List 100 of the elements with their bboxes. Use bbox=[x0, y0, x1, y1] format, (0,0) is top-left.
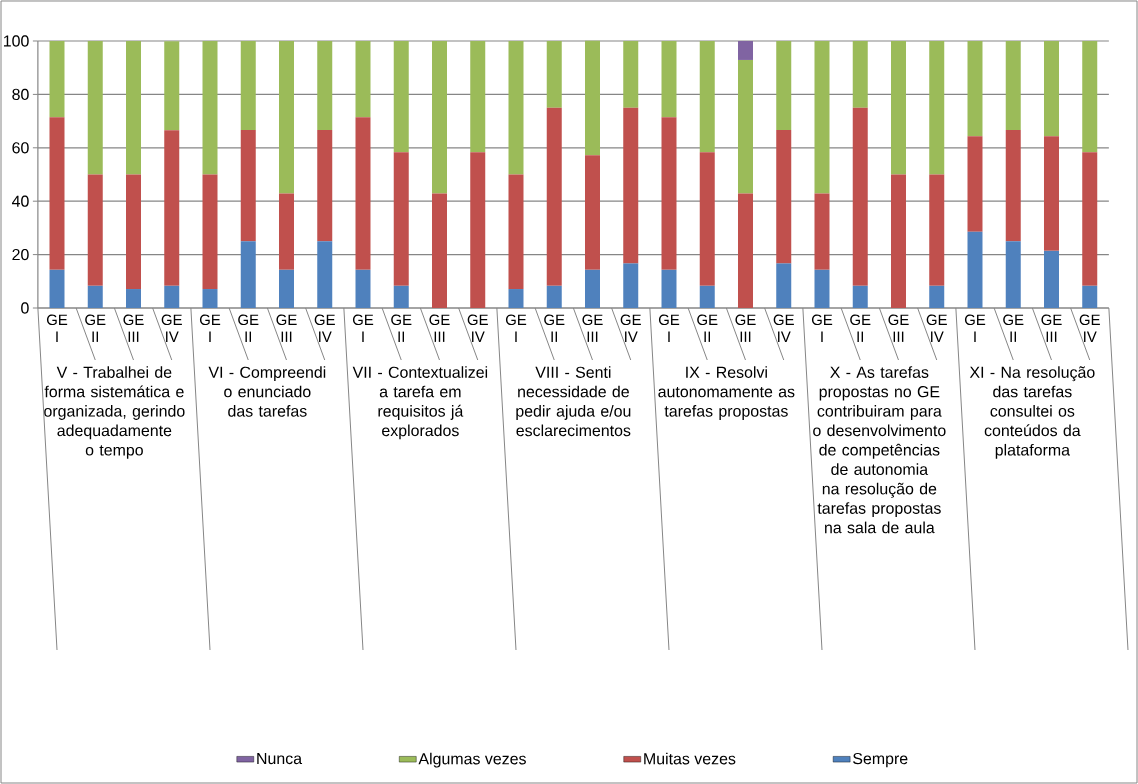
y-tick-label: 0 bbox=[21, 302, 29, 314]
text: IX - Resolvi autonomamente as tarefas propostas bbox=[658, 366, 795, 420]
bar bbox=[814, 41, 830, 194]
text: VIII - Senti necessidade de pedir ajuda e/ou esclarecimentos bbox=[516, 366, 631, 437]
legend-label: Muitas vezes bbox=[644, 752, 736, 765]
bar bbox=[393, 152, 409, 286]
bar bbox=[1005, 241, 1021, 308]
x-tick-label: GE II bbox=[238, 314, 259, 342]
x-tick-label: GE I bbox=[352, 314, 374, 342]
x-tick-label: GE III bbox=[888, 314, 909, 342]
bar bbox=[432, 193, 447, 308]
bar bbox=[776, 41, 792, 130]
y-tick-label: 20 bbox=[12, 248, 29, 261]
bar bbox=[776, 129, 792, 264]
bar bbox=[49, 269, 65, 308]
bar bbox=[738, 193, 753, 308]
x-tick-label: GE II bbox=[1003, 314, 1024, 342]
bar bbox=[852, 41, 868, 108]
x-tick-label: GE II bbox=[850, 314, 871, 342]
x-tick-label: GE IV bbox=[467, 314, 488, 342]
bar bbox=[929, 285, 945, 308]
x-tick-label: GE I bbox=[658, 314, 680, 342]
bar bbox=[508, 174, 524, 290]
bar bbox=[967, 41, 983, 137]
bar bbox=[661, 41, 677, 118]
x-tick-label: GE I bbox=[964, 314, 986, 342]
bar bbox=[508, 41, 524, 175]
bar bbox=[126, 41, 141, 175]
text: XI - Na resolução das tarefas consultei os conteúdos da plataforma bbox=[969, 366, 1095, 459]
bar bbox=[1005, 41, 1021, 130]
bar bbox=[738, 41, 753, 60]
bar bbox=[852, 285, 868, 308]
bar bbox=[814, 193, 830, 270]
bar bbox=[240, 241, 256, 308]
bar bbox=[585, 155, 600, 270]
text: V - Trabalhei de forma sistemática e organizada, gerindo adequadamente o tempo bbox=[44, 366, 185, 459]
bar bbox=[355, 41, 371, 118]
x-tick-label: GE II bbox=[85, 314, 106, 342]
bar bbox=[623, 107, 639, 264]
bar bbox=[1043, 41, 1059, 137]
x-tick-label: GE IV bbox=[314, 314, 335, 342]
x-tick-label: GE IV bbox=[620, 314, 641, 342]
bar bbox=[699, 41, 715, 153]
x-tick-label: GE I bbox=[199, 314, 221, 342]
x-tick-label: GE II bbox=[544, 314, 565, 342]
y-tick-label: 80 bbox=[12, 88, 29, 101]
bar bbox=[699, 152, 715, 286]
bar bbox=[699, 285, 715, 308]
bar bbox=[929, 41, 945, 175]
bar bbox=[393, 41, 409, 153]
bar bbox=[1005, 129, 1021, 242]
bar bbox=[890, 41, 906, 175]
x-tick-label: GE III bbox=[1041, 314, 1062, 342]
bar bbox=[87, 174, 103, 286]
y-tick-label: 40 bbox=[11, 195, 29, 207]
bar bbox=[279, 41, 294, 194]
bar bbox=[202, 41, 218, 175]
bar bbox=[164, 130, 180, 286]
bar bbox=[852, 107, 868, 286]
x-tick-label: GE III bbox=[123, 314, 144, 342]
x-tick-label: GE I bbox=[46, 314, 68, 342]
bar bbox=[317, 241, 333, 308]
bar bbox=[738, 59, 753, 194]
bar bbox=[546, 285, 562, 308]
bar bbox=[355, 269, 371, 308]
bar bbox=[661, 269, 677, 308]
text: VII - Contextualizei a tarefa em requisitos já explorados bbox=[352, 366, 488, 440]
y-tick-label: 60 bbox=[12, 142, 29, 154]
bar bbox=[1043, 250, 1059, 308]
bar bbox=[279, 193, 294, 270]
x-tick-label: GE III bbox=[429, 314, 450, 342]
text: VI - Compreendi o enunciado das tarefas bbox=[208, 366, 326, 417]
x-tick-label: GE I bbox=[811, 314, 833, 342]
bar bbox=[623, 263, 639, 308]
bar bbox=[546, 41, 562, 108]
bar bbox=[432, 41, 447, 194]
bar bbox=[776, 263, 792, 308]
bar bbox=[508, 289, 524, 308]
bar bbox=[1082, 152, 1098, 286]
x-tick-label: GE II bbox=[391, 314, 412, 342]
bar bbox=[87, 285, 103, 308]
x-tick-label: GE IV bbox=[161, 314, 182, 342]
bar bbox=[814, 269, 830, 308]
bar bbox=[967, 136, 983, 232]
legend-label: Sempre bbox=[853, 752, 908, 768]
bar bbox=[585, 269, 600, 308]
x-tick-label: GE IV bbox=[1079, 314, 1100, 342]
x-tick-label: GE IV bbox=[773, 314, 794, 342]
bar bbox=[126, 289, 141, 308]
bar bbox=[202, 174, 218, 290]
bar bbox=[49, 41, 65, 118]
bar bbox=[317, 129, 333, 242]
bar bbox=[240, 129, 256, 242]
legend-label: Algumas vezes bbox=[418, 752, 526, 768]
bar bbox=[279, 269, 294, 308]
bar bbox=[890, 174, 906, 308]
bar bbox=[1043, 136, 1059, 251]
bar bbox=[87, 41, 103, 175]
bar bbox=[546, 107, 562, 286]
bar bbox=[1082, 41, 1098, 153]
